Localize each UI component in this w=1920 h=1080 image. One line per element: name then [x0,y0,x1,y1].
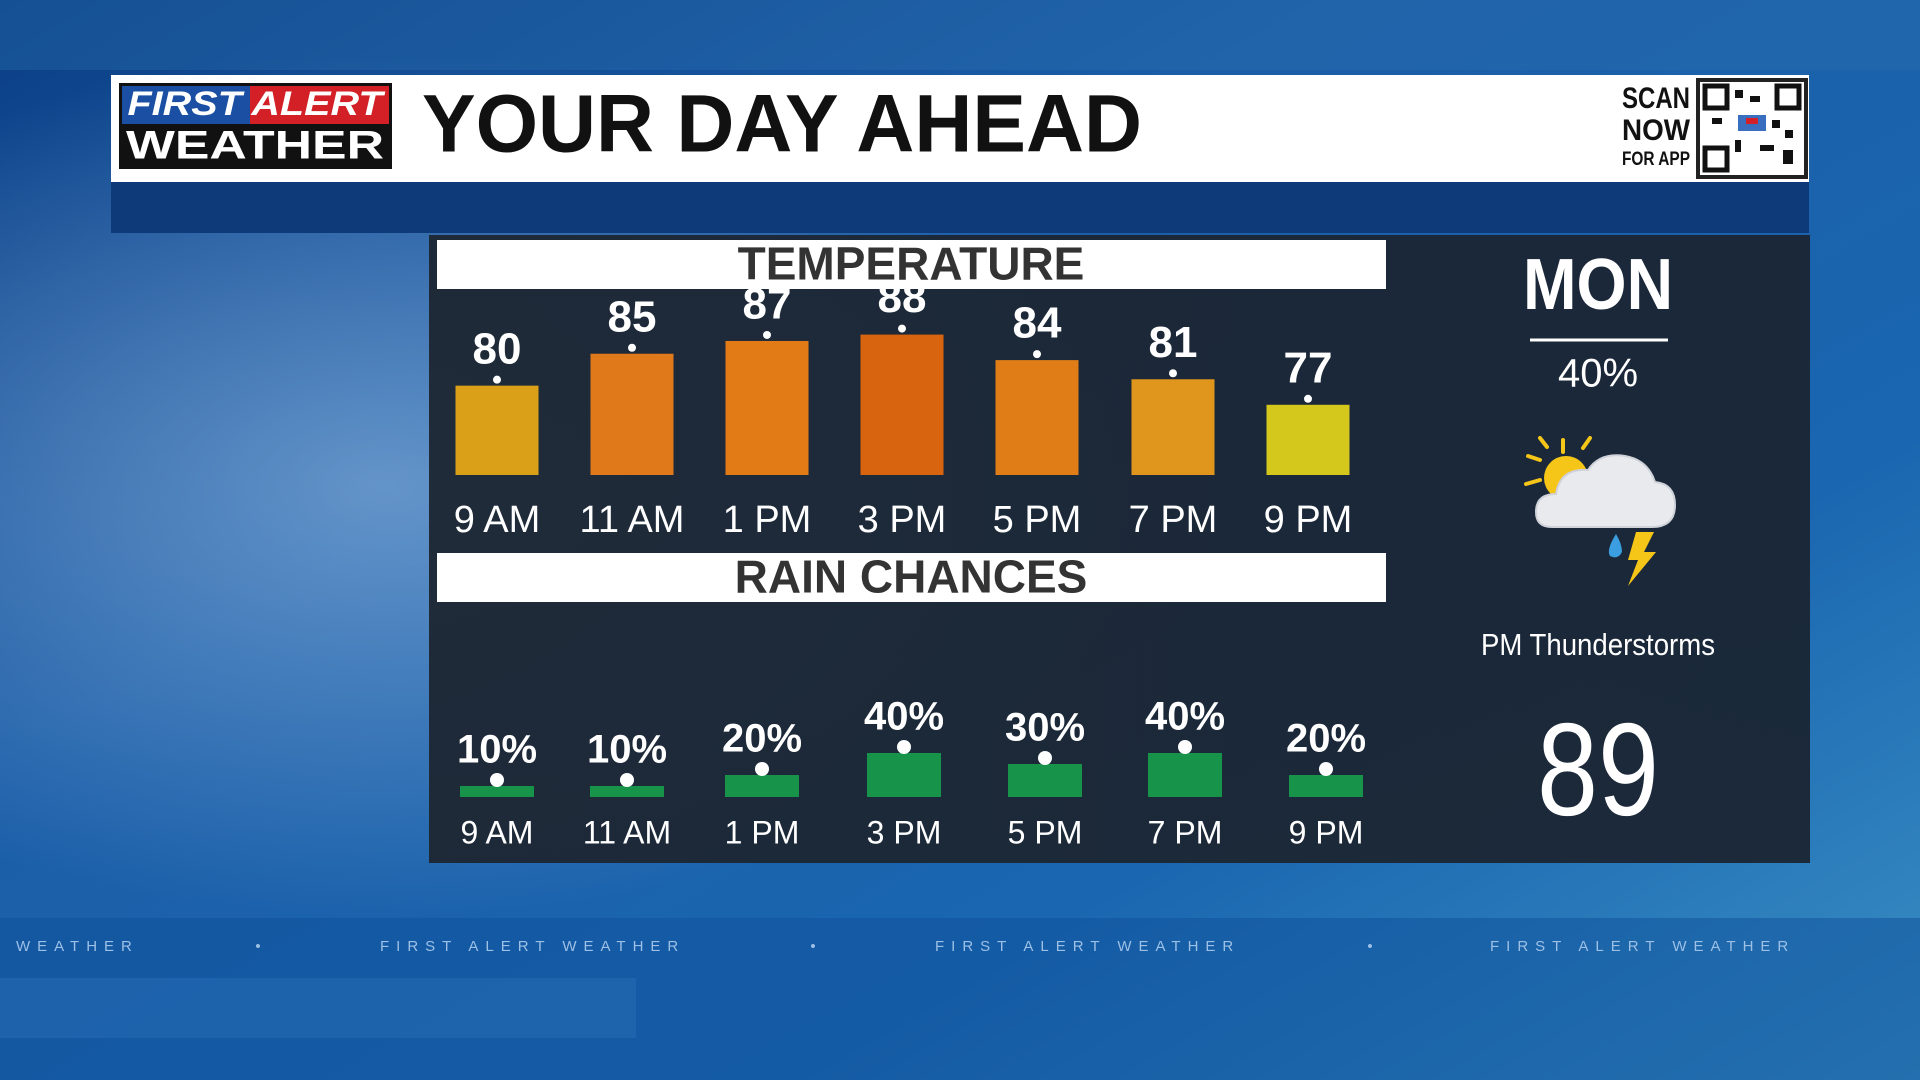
value-label: 20% [1286,717,1366,761]
header-bar [111,75,1809,182]
section-header: TEMPERATURE [738,238,1085,290]
ticker-dot: • [810,938,815,955]
qr-label: NOW [1622,114,1691,147]
value-label: 85 [608,292,657,341]
bar [725,775,799,797]
qr-code [1696,78,1808,179]
x-tick-label: 3 PM [867,814,942,850]
bar-dot [1319,762,1333,776]
bar-dot [1169,369,1177,378]
qr-label: SCAN [1622,82,1690,115]
value-label: 30% [1005,706,1085,750]
logo-top: FIRST ALERT [128,85,387,123]
bar-dot [1038,751,1052,765]
bar-dot [620,773,634,787]
logo-red [250,86,389,124]
bar [590,786,664,797]
logo-blue [122,86,250,124]
header-title: YOUR DAY AHEAD [422,79,1142,170]
ticker-text: WEATHER [16,938,139,955]
logo-bottom: WEATHER [126,124,384,168]
value-label: 40% [1145,695,1225,739]
x-tick-label: 11 AM [583,814,671,850]
x-tick-label: 1 PM [725,814,800,850]
bar-dot [1304,394,1312,403]
x-tick-label: 1 PM [723,499,812,541]
bar-dot [1178,740,1192,754]
bar-dot [755,762,769,776]
bar-dot [898,324,906,333]
condition: PM Thunderstorms [1481,627,1715,662]
bar-dot [897,740,911,754]
day-rain-chance: 40% [1558,352,1638,396]
bar [590,353,674,475]
bar [867,753,941,797]
x-tick-label: 9 AM [454,499,541,541]
bar-dot [490,773,504,787]
top-band [0,0,1920,70]
bar-dot [1033,350,1041,359]
x-tick-label: 9 PM [1289,814,1364,850]
x-tick-label: 3 PM [858,499,947,541]
ticker: • • • WEATHER FIRST ALERT WEATHER FIRST AL… [16,938,1795,955]
ticker-text: FIRST ALERT WEATHER [935,938,1240,955]
value-label: 87 [743,280,792,329]
bar [860,334,944,475]
bar [1266,404,1350,475]
bar-dot [763,330,771,339]
qr-label: FOR APP [1622,149,1690,170]
x-tick-label: 11 AM [580,499,685,541]
x-tick-label: 5 PM [1008,814,1083,850]
x-tick-label: 7 PM [1129,499,1218,541]
ticker-band [0,918,1920,1080]
x-tick-label: 9 AM [461,814,534,850]
day-label: MON [1523,245,1673,325]
high-temp: 89 [1537,696,1659,843]
bar-dot [493,375,501,384]
value-label: 84 [1013,299,1062,348]
x-tick-label: 7 PM [1148,814,1223,850]
ticker-text: FIRST ALERT WEATHER [380,938,685,955]
value-label: 80 [473,324,522,373]
section-header-bg [437,240,1386,289]
bar [460,786,534,797]
ticker-dot: • [1367,938,1372,955]
bar [1008,764,1082,797]
value-label: 40% [864,695,944,739]
ticker-dot: • [255,938,260,955]
bar [1148,753,1222,797]
bar [1131,379,1215,475]
value-label: 81 [1149,318,1198,367]
value-label: 10% [587,728,667,772]
section-header: RAIN CHANCES [735,551,1088,603]
value-label: 20% [722,717,802,761]
x-tick-label: 5 PM [993,499,1082,541]
ticker-text: FIRST ALERT WEATHER [1490,938,1795,955]
x-tick-label: 9 PM [1264,499,1353,541]
section-header-bg [437,553,1386,602]
ticker-accent [0,978,636,1038]
bar [725,340,809,475]
bar [1289,775,1363,797]
value-label: 88 [878,273,927,322]
bar [455,385,539,475]
bar-dot [628,343,636,352]
bar [995,360,1079,475]
weather-icon [1524,436,1677,586]
value-label: 77 [1284,343,1333,392]
value-label: 10% [457,728,537,772]
